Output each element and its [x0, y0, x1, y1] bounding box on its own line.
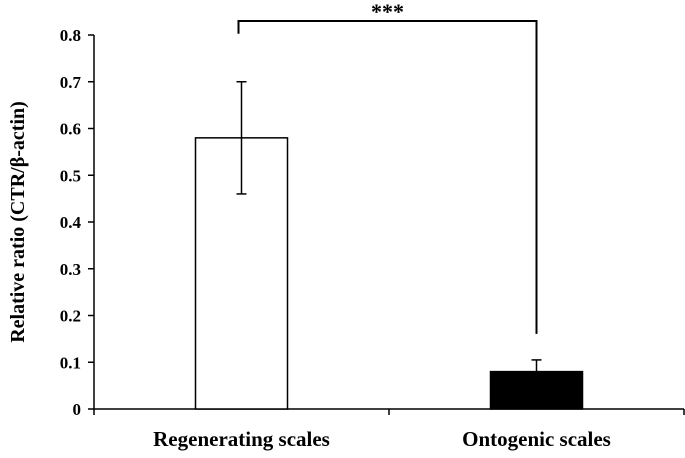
y-ticks: 0 0.1 0.2 0.3 0.4 0.5 0.6 0.7 0.8	[60, 26, 94, 419]
significance-line	[237, 20, 538, 334]
y-tick-label: 0.4	[60, 213, 82, 232]
bars	[194, 137, 584, 410]
y-axis-label: Relative ratio (CTR/β-actin)	[7, 101, 29, 343]
y-tick-label: 0.8	[60, 26, 81, 45]
y-tick-label: 0.7	[60, 73, 82, 92]
category-label-1: Regenerating scales	[153, 427, 330, 451]
y-tick-label: 0.5	[60, 166, 81, 185]
significance-bracket: ***	[237, 0, 538, 334]
y-tick-label: 0.3	[60, 260, 81, 279]
error-bars	[236, 81, 542, 385]
category-label-2: Ontogenic scales	[462, 427, 611, 451]
y-tick-label: 0.1	[60, 353, 81, 372]
y-tick-label: 0.2	[60, 307, 81, 326]
axes	[93, 35, 685, 415]
significance-label: ***	[371, 0, 404, 24]
category-labels: Regenerating scales Ontogenic scales	[153, 427, 611, 451]
y-tick-label: 0.6	[60, 120, 81, 139]
y-tick-label: 0	[73, 400, 82, 419]
